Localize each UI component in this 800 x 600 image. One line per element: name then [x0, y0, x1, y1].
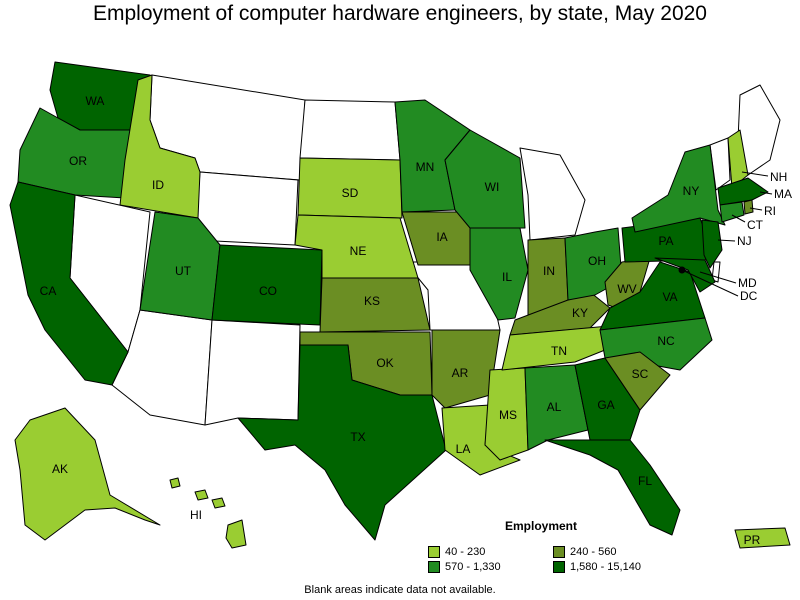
label-ga: GA — [597, 398, 614, 412]
state-sd[interactable] — [297, 157, 403, 219]
label-wv: WV — [617, 282, 636, 296]
footnote: Blank areas indicate data not available. — [304, 584, 496, 596]
label-ok: OK — [376, 356, 393, 370]
label-or: OR — [69, 154, 87, 168]
label-va: VA — [662, 290, 677, 304]
callout-ri — [749, 207, 763, 211]
label-md: MD — [738, 276, 757, 290]
label-pr: PR — [744, 533, 761, 547]
label-tx: TX — [350, 430, 365, 444]
state-wi[interactable] — [444, 129, 526, 229]
legend-item-1: 40 - 230 — [428, 546, 485, 558]
legend-label-3: 570 - 1,330 — [445, 561, 501, 573]
state-ga[interactable] — [574, 357, 641, 441]
label-ak: AK — [52, 462, 68, 476]
state-nm[interactable] — [204, 319, 301, 426]
label-dc: DC — [740, 289, 758, 303]
state-nh[interactable] — [727, 129, 749, 189]
legend-label-1: 40 - 230 — [445, 546, 486, 558]
legend-item-3: 570 - 1,330 — [428, 561, 501, 573]
state-nd[interactable] — [299, 99, 401, 161]
label-ms: MS — [499, 408, 517, 422]
label-ct: CT — [747, 218, 764, 232]
label-ca: CA — [40, 284, 57, 298]
state-hi[interactable] — [169, 477, 247, 549]
state-al[interactable] — [524, 364, 589, 451]
label-wi: WI — [485, 180, 500, 194]
state-mi[interactable] — [519, 147, 586, 241]
label-id: ID — [152, 178, 164, 192]
legend-swatch-1 — [428, 546, 440, 558]
state-fl[interactable] — [544, 439, 681, 536]
legend-item-2: 240 - 560 — [553, 546, 616, 558]
label-hi: HI — [190, 508, 202, 522]
callout-ma — [759, 191, 773, 195]
label-wa: WA — [86, 94, 105, 108]
label-ks: KS — [364, 294, 380, 308]
label-ma: MA — [774, 187, 792, 201]
legend-swatch-2 — [553, 546, 565, 558]
state-tx[interactable] — [237, 344, 447, 541]
label-al: AL — [547, 400, 562, 414]
legend-label-4: 1,580 - 15,140 — [570, 561, 641, 573]
callout-nj — [717, 239, 736, 242]
state-sc[interactable] — [604, 351, 671, 411]
label-nj: NJ — [737, 234, 752, 248]
label-ia: IA — [436, 230, 447, 244]
label-oh: OH — [588, 254, 606, 268]
label-ri: RI — [764, 204, 776, 218]
label-nh: NH — [770, 170, 787, 184]
label-il: IL — [502, 270, 512, 284]
label-pa: PA — [658, 234, 673, 248]
callout-dc — [681, 269, 739, 297]
label-ut: UT — [175, 264, 192, 278]
state-ct[interactable] — [719, 201, 745, 223]
label-mn: MN — [416, 160, 435, 174]
state-id[interactable] — [119, 74, 201, 219]
legend-swatch-3 — [428, 561, 440, 573]
label-ne: NE — [350, 244, 367, 258]
state-ny[interactable] — [631, 144, 726, 233]
label-fl: FL — [638, 474, 652, 488]
state-ks[interactable] — [319, 277, 431, 333]
callout-nh — [741, 171, 769, 177]
label-la: LA — [456, 442, 471, 456]
state-ri[interactable] — [743, 199, 754, 215]
label-ar: AR — [452, 366, 469, 380]
state-nj[interactable] — [701, 219, 723, 269]
territory-pr[interactable] — [734, 527, 791, 549]
legend-swatch-4 — [553, 561, 565, 573]
state-ak[interactable] — [14, 407, 161, 541]
label-nc: NC — [657, 334, 675, 348]
map-title: Employment of computer hardware engineer… — [93, 2, 707, 25]
callout-md — [699, 271, 737, 284]
label-ny: NY — [683, 184, 700, 198]
label-in: IN — [543, 264, 555, 278]
label-sc: SC — [632, 367, 649, 381]
state-ca[interactable] — [9, 181, 129, 386]
legend-title: Employment — [505, 519, 578, 533]
label-ky: KY — [572, 306, 588, 320]
state-ar[interactable] — [431, 329, 501, 409]
label-sd: SD — [342, 186, 359, 200]
state-il[interactable] — [469, 227, 529, 321]
label-co: CO — [259, 284, 277, 298]
legend-label-2: 240 - 560 — [570, 546, 617, 558]
legend-item-4: 1,580 - 15,140 — [553, 561, 641, 573]
label-tn: TN — [551, 344, 567, 358]
state-ma[interactable] — [717, 177, 769, 206]
callout-ct — [731, 214, 746, 223]
